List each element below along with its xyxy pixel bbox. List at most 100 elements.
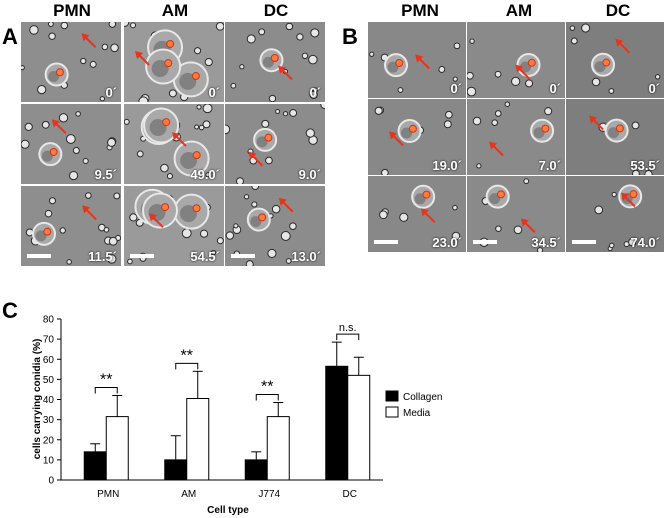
significance-bracket [336, 333, 360, 341]
timepoint-label: 19.0´ [432, 158, 462, 173]
micrograph-tile: 23.0´ [368, 176, 466, 252]
y-tick-label: 10 [43, 455, 55, 466]
panel-b-col-pmn: PMN [401, 1, 439, 20]
timepoint-label: 0´ [309, 85, 321, 100]
micrograph-tile: 9.5´ [21, 104, 121, 184]
x-tick-label: PMN [97, 489, 119, 500]
panel-b-col-am: AM [505, 1, 533, 20]
micrograph-cells [225, 186, 297, 266]
bar-collagen [244, 459, 268, 481]
legend-swatch-media [385, 406, 399, 418]
y-tick-label: 70 [43, 335, 55, 346]
x-tick-label: J774 [258, 489, 280, 500]
bar-media [186, 397, 210, 481]
micrograph-cells [21, 111, 117, 181]
x-tick-label: AM [181, 489, 196, 500]
scale-bar [27, 254, 51, 258]
y-tick-label: 40 [43, 395, 55, 406]
bar-collagen [83, 451, 107, 481]
panel-c-letter: C [2, 298, 18, 323]
y-tick-label: 0 [48, 476, 54, 487]
scale-bar [231, 254, 255, 258]
significance-label: ** [100, 371, 112, 388]
timepoint-label: 13.0´ [291, 249, 321, 264]
micrograph-tile: 53.5´ [566, 99, 664, 175]
micrograph-tile: 74.0´ [566, 176, 664, 252]
bar-media [347, 374, 371, 481]
x-axis-label: Cell type [207, 505, 249, 516]
micrograph-tile: 49.0´ [124, 104, 224, 184]
significance-label: n.s. [339, 322, 357, 334]
micrograph-tile: 54.5´ [124, 186, 224, 266]
timepoint-label: 0´ [450, 81, 462, 96]
timepoint-label: 11.5´ [88, 249, 117, 264]
timepoint-label: 0´ [549, 81, 561, 96]
micrograph-cells [21, 22, 119, 102]
timepoint-label: 0´ [105, 85, 117, 100]
bar-collagen [325, 365, 349, 481]
panel-a-col-pmn: PMN [53, 1, 91, 20]
x-tick-label: DC [343, 489, 357, 500]
timepoint-label: 53.5´ [630, 158, 660, 173]
timepoint-label: 23.0´ [432, 235, 462, 250]
bar-media [266, 416, 290, 481]
micrograph-tile: 9.0´ [225, 104, 325, 184]
legend-label-collagen: Collagen [403, 392, 442, 403]
significance-bracket [175, 362, 199, 370]
scale-bar [572, 240, 596, 244]
panel-a-letter: A [2, 24, 18, 49]
micrograph-cells [369, 42, 461, 93]
micrograph-tile: 34.5´ [467, 176, 565, 252]
y-tick-label: 80 [43, 315, 55, 326]
micrograph-cells [230, 22, 320, 102]
micrograph-tile: 0´ [124, 22, 224, 102]
micrograph-tile: 19.0´ [368, 99, 466, 175]
micrograph-cells [124, 104, 213, 180]
panel-a-col-am: AM [161, 1, 189, 20]
micrograph-cells [479, 178, 544, 252]
micrograph-tile: 7.0´ [467, 99, 565, 175]
micrograph-cells [569, 23, 661, 94]
timepoint-label: 9.5´ [94, 167, 117, 182]
timepoint-label: 34.5´ [531, 235, 561, 250]
micrograph-tile: 0´ [225, 22, 325, 102]
timepoint-label: 74.0´ [630, 235, 660, 250]
y-tick-label: 30 [43, 415, 55, 426]
micrograph-tile: 0´ [566, 22, 664, 98]
significance-label: ** [181, 347, 193, 364]
micrograph-cells [379, 184, 461, 241]
bar-media [105, 416, 129, 481]
micrograph-tile: 13.0´ [225, 186, 325, 266]
timepoint-label: 9.0´ [298, 167, 321, 182]
timepoint-label: 49.0´ [190, 167, 220, 182]
micrograph-cells [374, 106, 453, 175]
significance-label: ** [261, 379, 273, 396]
timepoint-label: 0´ [208, 85, 220, 100]
y-tick-label: 20 [43, 435, 55, 446]
significance-bracket [255, 394, 279, 401]
y-tick-label: 60 [43, 355, 55, 366]
scale-bar [473, 240, 497, 244]
micrograph-cells [472, 101, 555, 169]
bar-collagen [164, 459, 188, 481]
scale-bar [130, 254, 154, 258]
micrograph-cells [594, 184, 643, 252]
y-axis-label: cells carrying conidia (%) [32, 339, 43, 460]
micrograph-cells [589, 115, 653, 175]
micrograph-tile: 0´ [21, 22, 121, 102]
legend-label-media: Media [403, 408, 431, 419]
legend-swatch-collagen [385, 390, 399, 402]
micrograph-cells [225, 104, 325, 184]
panel-b-letter: B [342, 24, 358, 49]
significance-bracket [94, 386, 118, 394]
timepoint-label: 0´ [648, 81, 660, 96]
micrograph-cells [25, 192, 121, 265]
panel-a-col-dc: DC [263, 1, 289, 20]
micrograph-tile: 11.5´ [21, 186, 121, 266]
panel-b-col-dc: DC [605, 1, 631, 20]
micrograph-cells [127, 188, 224, 265]
micrograph-tile: 0´ [368, 22, 466, 98]
micrograph-tile: 0´ [467, 22, 565, 98]
y-tick-label: 50 [43, 375, 55, 386]
